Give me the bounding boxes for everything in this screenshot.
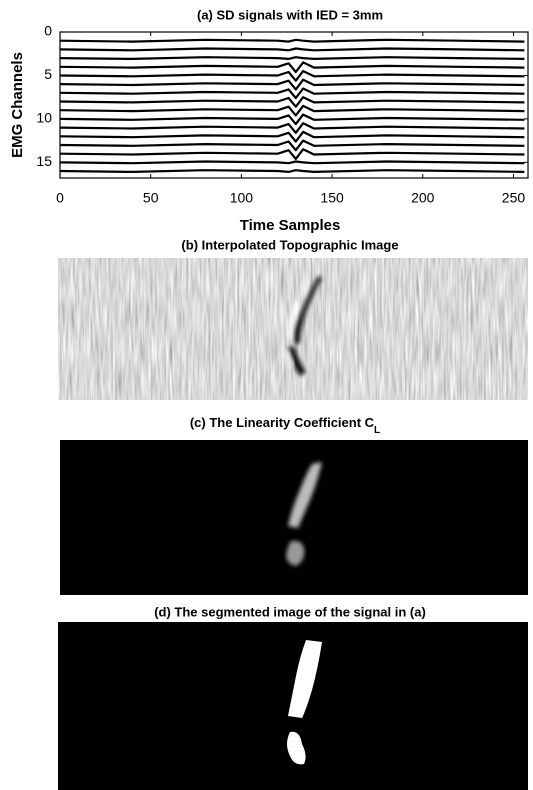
x-tick-label: 250 xyxy=(502,190,526,206)
x-tick-label: 150 xyxy=(320,190,344,206)
signal-line xyxy=(59,139,525,152)
signal-line xyxy=(59,38,525,43)
y-axis-label: EMG Channels xyxy=(9,52,26,158)
signal-line xyxy=(59,78,525,91)
x-tick-label: 100 xyxy=(230,190,254,206)
signal-line xyxy=(59,87,525,100)
panel-title: (c) The Linearity Coefficient CL xyxy=(190,415,380,435)
x-tick-label: 200 xyxy=(411,190,435,206)
x-tick-label: 0 xyxy=(56,190,64,206)
panel-title: (d) The segmented image of the signal in… xyxy=(154,604,426,619)
signal-line xyxy=(59,61,525,74)
dark-wave xyxy=(294,276,322,345)
x-tick-label: 50 xyxy=(143,190,159,206)
panel-title: (b) Interpolated Topographic Image xyxy=(181,237,398,252)
noise-image xyxy=(58,258,528,400)
x-axis-label: Time Samples xyxy=(240,217,341,234)
plot-frame xyxy=(59,31,529,179)
signal-line xyxy=(59,122,525,134)
plot-area xyxy=(59,38,525,173)
signal-line xyxy=(59,56,525,60)
signal-line xyxy=(59,47,525,52)
signal-line xyxy=(59,130,525,143)
light-wave xyxy=(284,350,294,370)
light-wave xyxy=(288,300,300,340)
y-tick-label: 5 xyxy=(44,66,52,82)
signal-line xyxy=(59,169,525,173)
y-tick-label: 0 xyxy=(44,23,52,39)
coefficient-blob xyxy=(286,540,305,566)
signal-line xyxy=(59,148,525,160)
title-subscript: L xyxy=(374,425,380,436)
signal-line xyxy=(59,160,525,165)
title-text: (c) The Linearity Coefficient C xyxy=(190,415,375,430)
segment xyxy=(288,640,322,718)
signal-line xyxy=(59,104,525,117)
segmented-image xyxy=(58,622,528,790)
topographic-image xyxy=(58,258,528,400)
signal-line xyxy=(59,70,525,82)
coefficient-blob xyxy=(288,462,322,528)
segment xyxy=(287,731,306,765)
signal-line xyxy=(59,96,525,108)
signal-line xyxy=(59,113,525,126)
linearity-image xyxy=(60,440,528,595)
y-tick-label: 10 xyxy=(36,110,52,126)
y-tick-label: 15 xyxy=(36,153,52,169)
dark-wave xyxy=(288,346,306,376)
chart-title: (a) SD signals with IED = 3mm xyxy=(197,7,383,22)
